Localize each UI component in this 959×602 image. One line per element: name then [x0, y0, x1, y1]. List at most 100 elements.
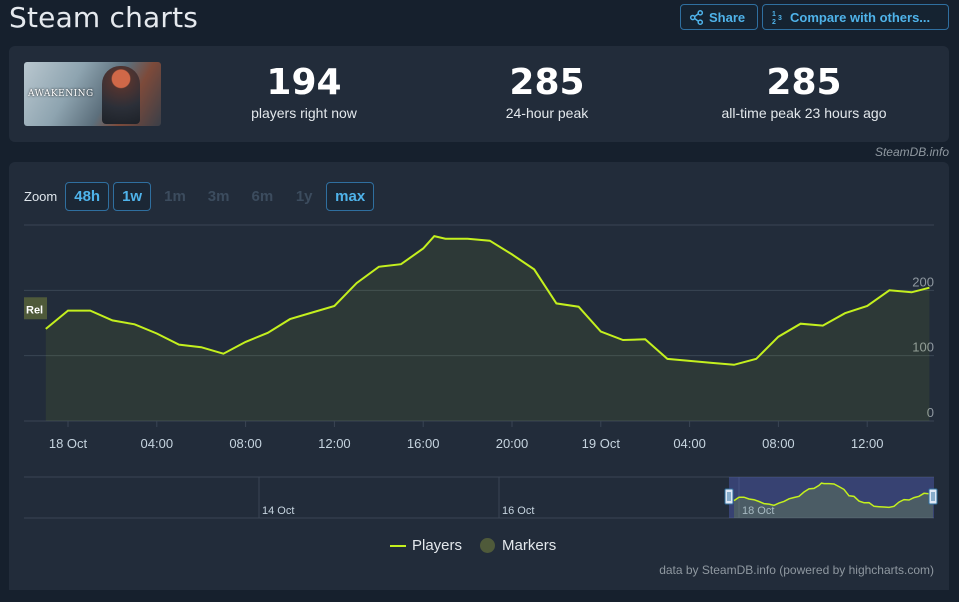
data-point[interactable] — [709, 360, 714, 365]
legend-item-markers[interactable]: Markers — [480, 537, 556, 554]
navigator-handle-right[interactable] — [928, 488, 938, 505]
data-point[interactable] — [887, 288, 892, 293]
data-point[interactable] — [927, 285, 932, 290]
x-tick-label: 12:00 — [851, 436, 884, 451]
data-point[interactable] — [598, 329, 603, 334]
release-marker-flag — [24, 297, 47, 320]
stats-panel: AWAKENING 194 players right now 285 24-h… — [9, 46, 949, 142]
data-point[interactable] — [487, 238, 492, 243]
data-point[interactable] — [154, 331, 159, 336]
capsule-title: AWAKENING — [28, 89, 94, 99]
data-point[interactable] — [732, 362, 737, 367]
navigator-area — [734, 483, 933, 518]
data-point[interactable] — [110, 318, 115, 323]
data-point[interactable] — [776, 334, 781, 339]
compare-label: Compare with others... — [790, 9, 931, 25]
x-tick-label: 12:00 — [318, 436, 351, 451]
y-tick-label: 100 — [912, 340, 934, 355]
stat-all-time-peak: 285 all-time peak 23 hours ago — [699, 62, 909, 122]
svg-text:3: 3 — [778, 15, 782, 22]
stat-24h-peak: 285 24-hour peak — [467, 63, 627, 122]
data-point[interactable] — [332, 304, 337, 309]
zoom-button-max[interactable]: max — [326, 182, 375, 211]
y-tick-label: 200 — [912, 274, 934, 289]
data-point[interactable] — [621, 337, 626, 342]
chart-panel — [9, 162, 949, 590]
steamdb-credit[interactable]: SteamDB.info — [874, 145, 949, 159]
data-point[interactable] — [576, 304, 581, 309]
data-point[interactable] — [399, 262, 404, 267]
legend-item-players[interactable]: Players — [390, 537, 462, 554]
players-series-line — [45, 234, 930, 366]
x-tick-label: 19 Oct — [582, 436, 621, 451]
data-point[interactable] — [199, 345, 204, 350]
zoom-button-3m[interactable]: 3m — [207, 188, 230, 205]
data-point[interactable] — [132, 322, 137, 327]
chart-legend: Players Markers — [390, 537, 574, 554]
game-capsule-image[interactable]: AWAKENING — [24, 62, 161, 126]
legend-label: Players — [412, 537, 463, 554]
data-point[interactable] — [421, 246, 426, 251]
navigator-handle-left[interactable] — [724, 488, 734, 505]
stat-value: 194 — [266, 62, 342, 103]
y-tick-label: 0 — [927, 405, 934, 420]
zoom-button-1m[interactable]: 1m — [164, 188, 186, 205]
players-line-swatch — [390, 544, 406, 547]
zoom-button-1w[interactable]: 1w — [113, 182, 152, 211]
players-area — [45, 236, 930, 421]
zoom-controls: Zoom 48h 1w 1m 3m 6m 1y max — [24, 182, 378, 211]
zoom-label: Zoom — [24, 189, 58, 204]
data-point[interactable] — [443, 236, 448, 241]
data-point[interactable] — [865, 304, 870, 309]
zoom-button-1y[interactable]: 1y — [295, 188, 313, 205]
data-point[interactable] — [288, 317, 293, 322]
data-point[interactable] — [820, 323, 825, 328]
share-label: Share — [709, 9, 746, 25]
x-tick-label: 16:00 — [407, 436, 440, 451]
data-point[interactable] — [843, 311, 848, 316]
x-tick-label: 18 Oct — [49, 436, 88, 451]
data-point[interactable] — [665, 356, 670, 361]
markers-dot-swatch — [480, 538, 496, 553]
data-source-credit[interactable]: data by SteamDB.info (powered by highcha… — [659, 563, 934, 577]
svg-text:1: 1 — [772, 11, 776, 18]
data-point[interactable] — [465, 236, 470, 241]
data-point[interactable] — [354, 281, 359, 286]
data-point[interactable] — [376, 264, 381, 269]
compare-button[interactable]: 1 2 3 Compare with others... — [762, 4, 949, 30]
data-point[interactable] — [909, 290, 914, 295]
zoom-button-48h[interactable]: 48h — [65, 182, 110, 211]
data-point[interactable] — [221, 351, 226, 356]
data-point[interactable] — [43, 326, 48, 331]
x-tick-label: 04:00 — [673, 436, 706, 451]
stat-label: 24-hour peak — [505, 105, 589, 121]
stat-value: 285 — [766, 62, 842, 103]
data-point[interactable] — [177, 342, 182, 347]
legend-label: Markers — [502, 537, 557, 554]
data-point[interactable] — [643, 337, 648, 342]
data-point[interactable] — [554, 301, 559, 306]
data-point[interactable] — [798, 321, 803, 326]
data-point[interactable] — [265, 330, 270, 335]
share-icon — [689, 9, 704, 25]
data-point[interactable] — [510, 252, 515, 257]
page-title: Steam charts — [9, 1, 199, 34]
data-point[interactable] — [532, 267, 537, 272]
data-point[interactable] — [754, 356, 759, 361]
capsule-character — [102, 66, 140, 124]
data-point[interactable] — [88, 308, 93, 313]
share-button[interactable]: Share — [680, 4, 758, 30]
x-tick-label: 08:00 — [229, 436, 262, 451]
stat-players-now: 194 players right now — [224, 62, 384, 122]
zoom-button-6m[interactable]: 6m — [251, 188, 274, 205]
navigator-date-label: 18 Oct — [742, 505, 774, 517]
data-point[interactable] — [310, 310, 315, 315]
x-tick-label: 08:00 — [762, 436, 795, 451]
data-point[interactable] — [243, 339, 248, 344]
release-marker-label: Rel — [26, 304, 43, 316]
navigator-date-label: 14 Oct — [262, 505, 294, 517]
data-point[interactable] — [432, 234, 437, 239]
data-point[interactable] — [66, 308, 71, 313]
data-point[interactable] — [687, 358, 692, 363]
